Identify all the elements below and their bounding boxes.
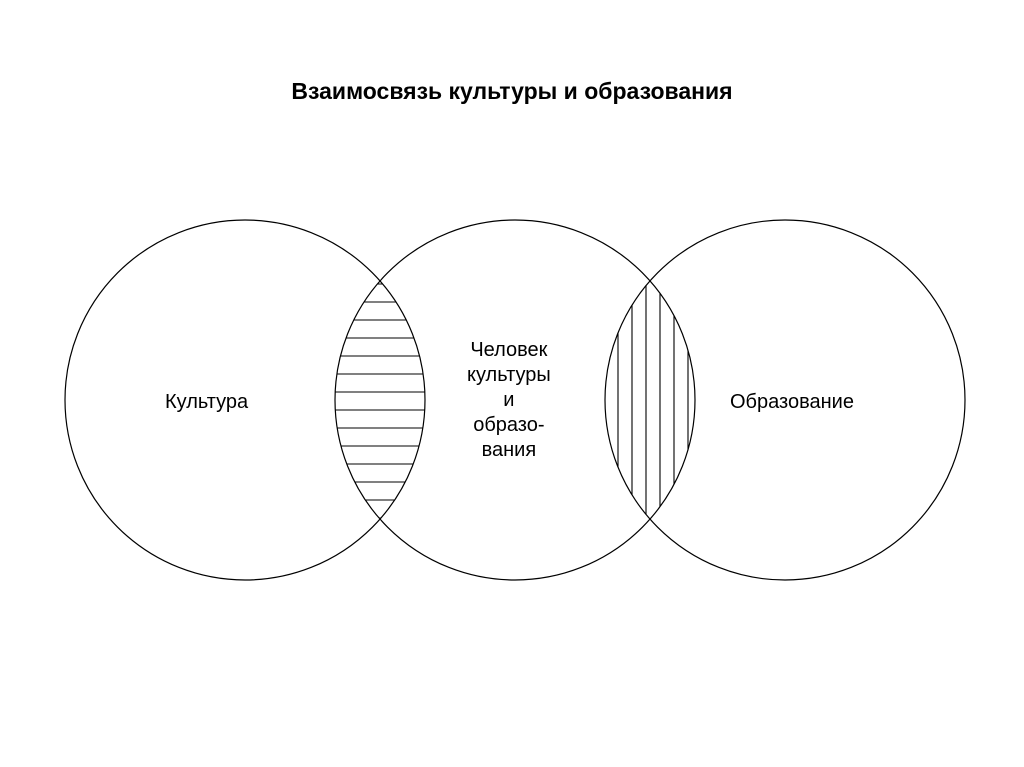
circle-label-left: Культура: [165, 390, 248, 415]
circle-label-right: Образование: [730, 390, 854, 415]
page-title: Взаимосвязь культуры и образования: [0, 78, 1024, 105]
title-text: Взаимосвязь культуры и образования: [291, 78, 732, 104]
venn-diagram: Культура Человеккультурыиобразо-вания Обра…: [30, 140, 990, 685]
circle-label-center: Человеккультурыиобразо-вания: [467, 338, 551, 463]
